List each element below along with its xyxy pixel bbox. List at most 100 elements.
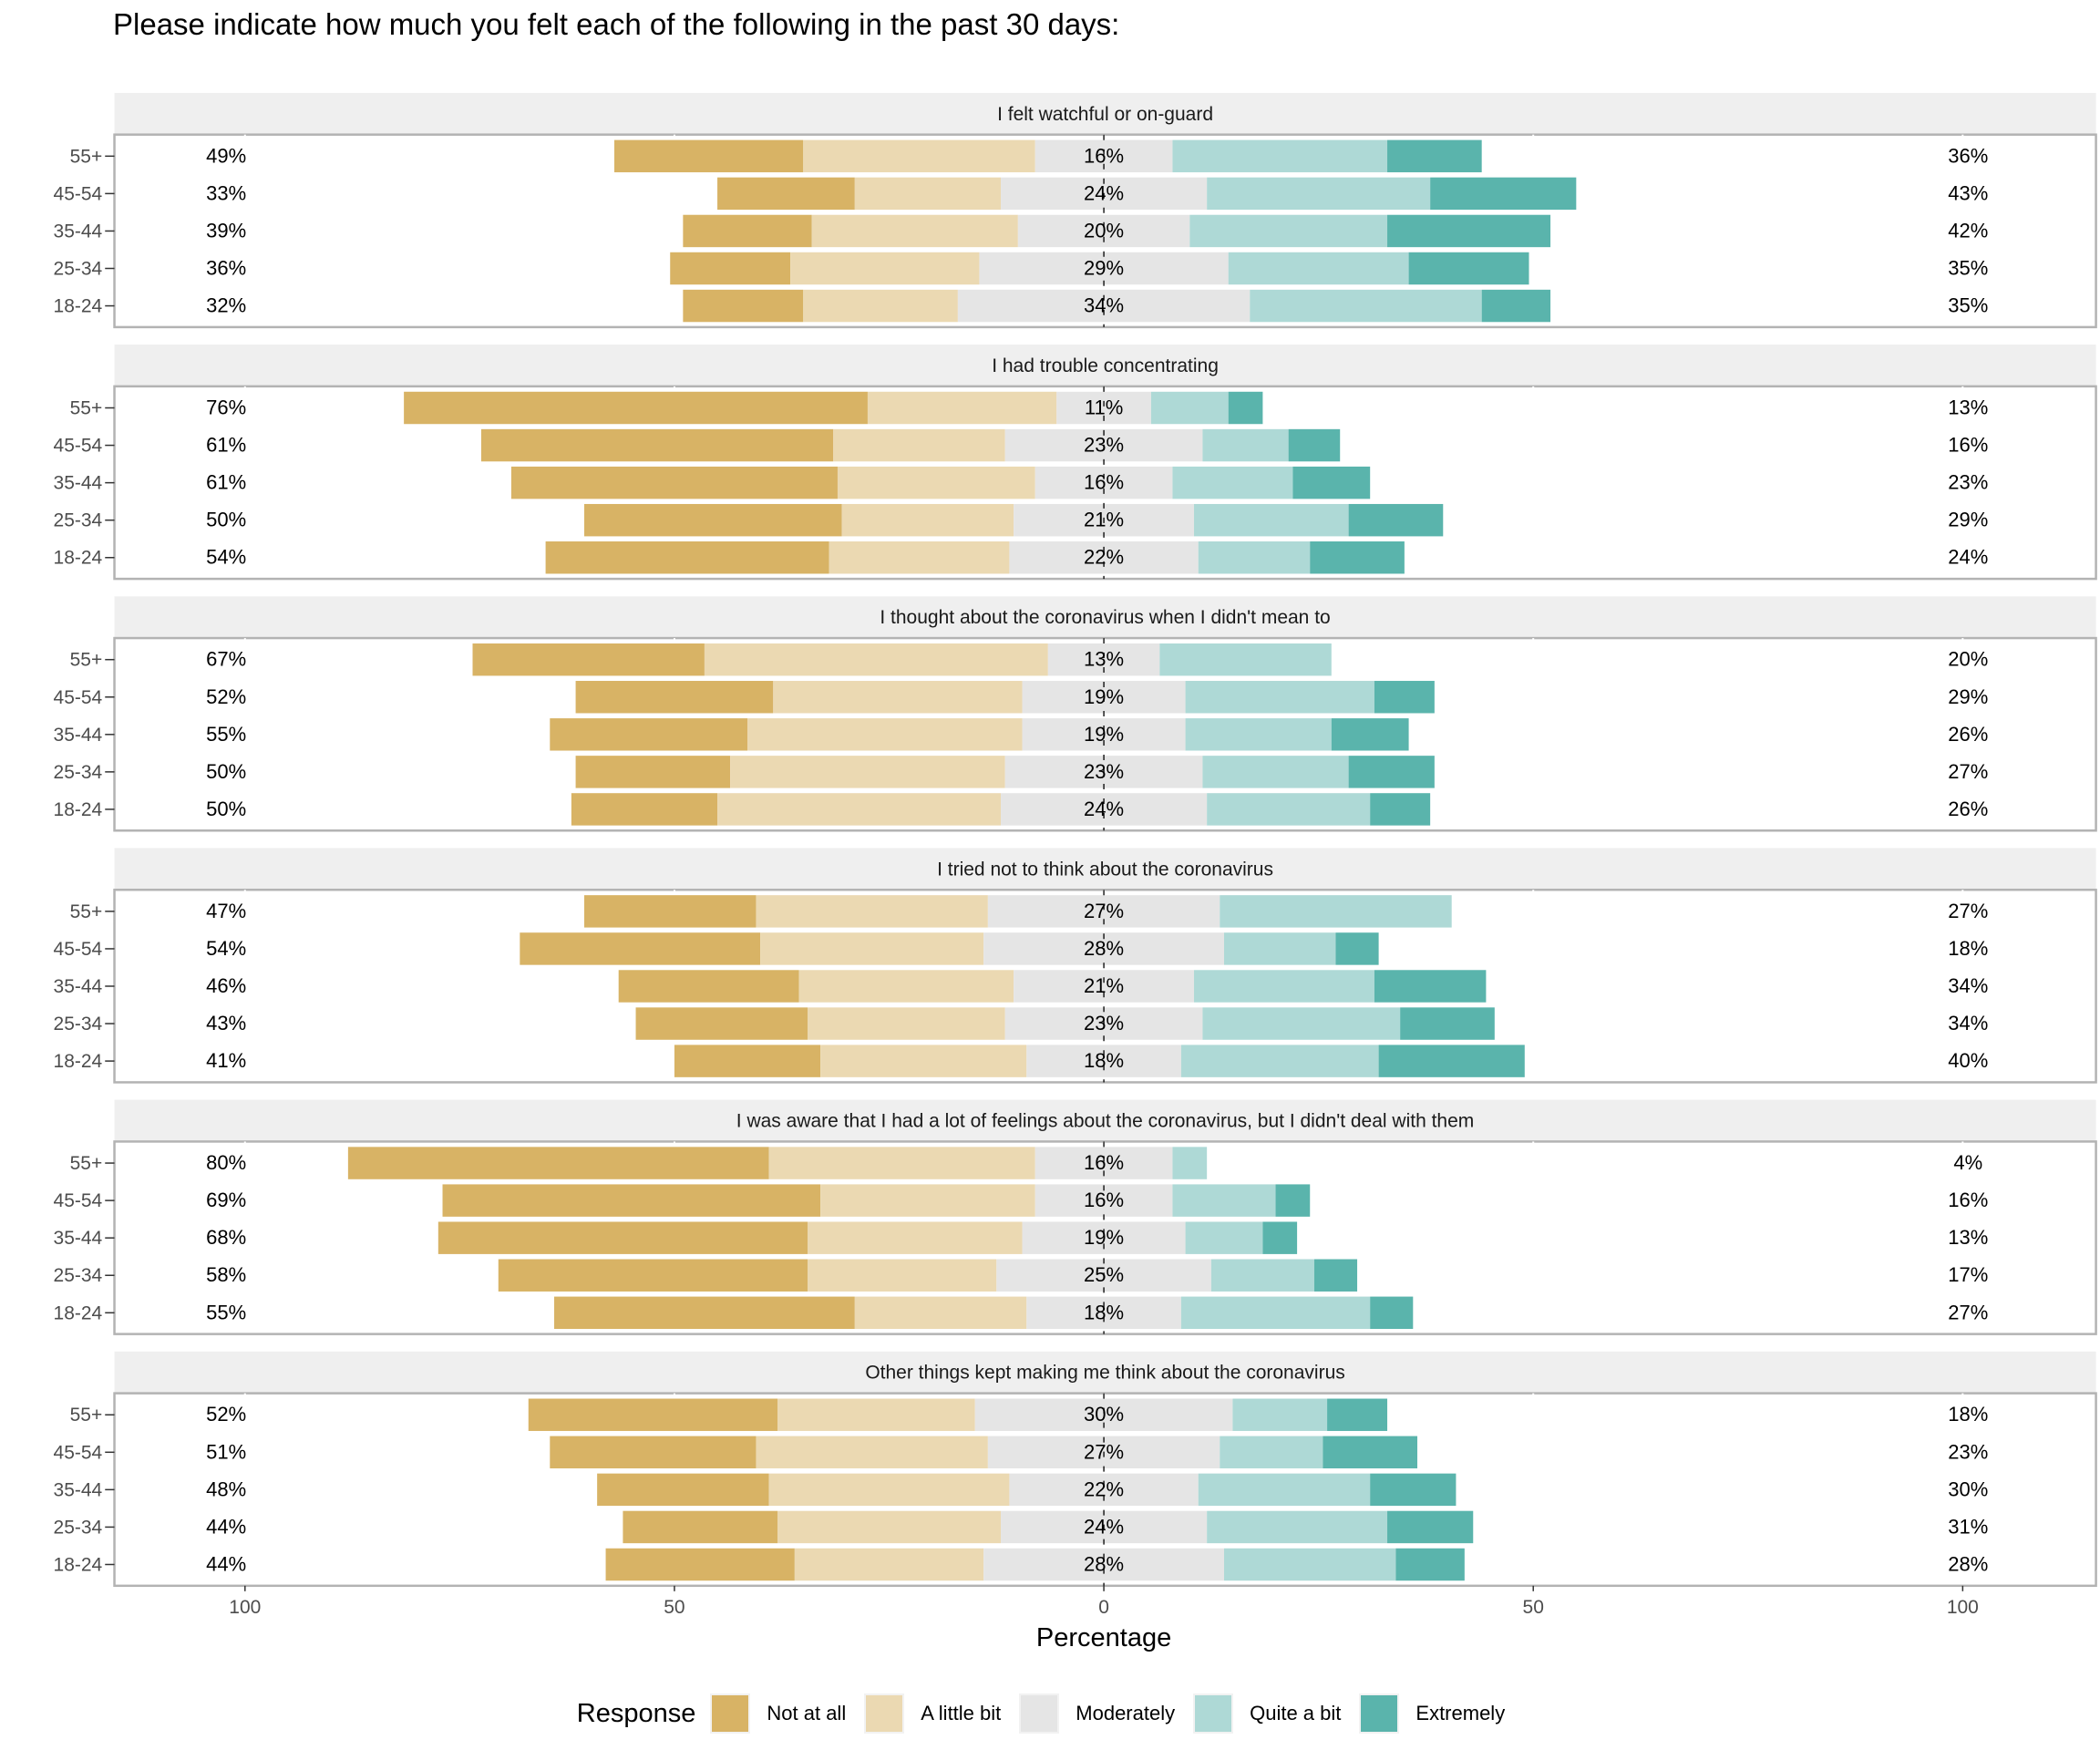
- bar-segment-a-little-bit: [777, 1510, 1002, 1544]
- low-pct-label: 48%: [206, 1477, 246, 1500]
- panel-title: I had trouble concentrating: [992, 355, 1219, 376]
- mid-pct-label: 16%: [1084, 144, 1124, 167]
- bar-segment-extremely: [1262, 1221, 1298, 1254]
- low-pct-label: 76%: [206, 396, 246, 419]
- high-pct-label: 35%: [1948, 256, 1988, 279]
- bar-segment-a-little-bit: [807, 1259, 997, 1292]
- bar-segment-not-at-all: [347, 1147, 769, 1179]
- low-pct-label: 69%: [206, 1189, 246, 1211]
- bar-segment-a-little-bit: [756, 1436, 988, 1469]
- legend-key: [1193, 1693, 1234, 1734]
- high-pct-label: 16%: [1948, 434, 1988, 457]
- bar-segment-quite-a-bit: [1220, 1436, 1323, 1469]
- low-pct-label: 39%: [206, 219, 246, 242]
- low-pct-label: 55%: [206, 723, 246, 746]
- bar-segment-quite-a-bit: [1185, 1221, 1263, 1254]
- bar-segment-not-at-all: [545, 541, 829, 574]
- high-pct-label: 29%: [1948, 509, 1988, 531]
- age-label: 35-44: [54, 1228, 103, 1249]
- bar-segment-quite-a-bit: [1180, 1045, 1379, 1077]
- low-pct-label: 61%: [206, 471, 246, 494]
- high-pct-label: 4%: [1953, 1151, 1982, 1174]
- high-pct-label: 36%: [1948, 144, 1988, 167]
- bar-segment-quite-a-bit: [1223, 932, 1336, 965]
- high-pct-label: 16%: [1948, 1189, 1988, 1211]
- legend-swatch: [1021, 1695, 1058, 1732]
- low-pct-label: 46%: [206, 974, 246, 997]
- age-label: 55+: [70, 398, 103, 419]
- bar-segment-quite-a-bit: [1250, 289, 1482, 323]
- age-label: 55+: [70, 901, 103, 922]
- high-pct-label: 40%: [1948, 1049, 1988, 1072]
- legend-title: Response: [576, 1698, 696, 1728]
- high-pct-label: 30%: [1948, 1477, 1988, 1500]
- bar-segment-a-little-bit: [747, 718, 1023, 751]
- bar-segment-extremely: [1348, 503, 1444, 537]
- high-pct-label: 28%: [1948, 1552, 1988, 1575]
- bar-segment-extremely: [1395, 1548, 1465, 1581]
- high-pct-label: 18%: [1948, 937, 1988, 960]
- bar-segment-quite-a-bit: [1220, 895, 1452, 928]
- legend-swatch: [1195, 1695, 1232, 1732]
- bar-segment-not-at-all: [683, 214, 812, 248]
- bar-segment-quite-a-bit: [1172, 1184, 1276, 1217]
- age-label: 35-44: [54, 1479, 103, 1500]
- bar-segment-a-little-bit: [837, 466, 1035, 499]
- panel-strip: [114, 1351, 2096, 1394]
- bar-segment-a-little-bit: [768, 1473, 1010, 1507]
- mid-pct-label: 11%: [1085, 396, 1123, 419]
- bar-segment-not-at-all: [613, 139, 804, 173]
- bar-segment-a-little-bit: [790, 252, 980, 285]
- bar-segment-extremely: [1378, 1045, 1525, 1077]
- bar-segment-not-at-all: [550, 1436, 757, 1469]
- high-pct-label: 26%: [1948, 798, 1988, 820]
- bar-segment-quite-a-bit: [1185, 681, 1374, 714]
- bar-segment-quite-a-bit: [1202, 428, 1289, 462]
- bar-segment-extremely: [1292, 466, 1371, 499]
- high-pct-label: 42%: [1948, 219, 1988, 242]
- legend-label: Not at all: [767, 1702, 847, 1724]
- bar-segment-extremely: [1370, 1473, 1457, 1507]
- bar-segment-extremely: [1370, 1296, 1414, 1330]
- bar-segment-quite-a-bit: [1207, 177, 1431, 211]
- high-pct-label: 29%: [1948, 685, 1988, 708]
- bar-segment-not-at-all: [670, 252, 791, 285]
- bar-segment-a-little-bit: [854, 1296, 1027, 1330]
- high-pct-label: 17%: [1948, 1263, 1988, 1286]
- bar-segment-not-at-all: [674, 1045, 821, 1077]
- age-label: 45-54: [54, 687, 103, 708]
- bar-segment-extremely: [1430, 177, 1577, 211]
- low-pct-label: 43%: [206, 1012, 246, 1035]
- bar-segment-a-little-bit: [704, 643, 1048, 676]
- low-pct-label: 80%: [206, 1151, 246, 1174]
- high-pct-label: 13%: [1948, 396, 1988, 419]
- panel-strip: [114, 92, 2096, 135]
- low-pct-label: 55%: [206, 1301, 246, 1323]
- bar-segment-a-little-bit: [777, 1398, 975, 1431]
- bar-segment-extremely: [1374, 681, 1435, 714]
- bar-segment-a-little-bit: [798, 970, 1014, 1003]
- bar-segment-a-little-bit: [768, 1147, 1035, 1179]
- bar-segment-not-at-all: [683, 289, 804, 323]
- bar-segment-extremely: [1335, 932, 1379, 965]
- bar-segment-not-at-all: [480, 428, 834, 462]
- legend-label: Quite a bit: [1250, 1702, 1342, 1724]
- bar-segment-extremely: [1481, 289, 1551, 323]
- bar-segment-extremely: [1348, 756, 1435, 788]
- low-pct-label: 36%: [206, 256, 246, 279]
- legend-label: Extremely: [1415, 1702, 1506, 1724]
- bar-segment-extremely: [1323, 1436, 1418, 1469]
- bar-segment-not-at-all: [623, 1510, 778, 1544]
- age-label: 45-54: [54, 436, 103, 457]
- panel-strip: [114, 848, 2096, 890]
- low-pct-label: 67%: [206, 648, 246, 671]
- bar-segment-not-at-all: [438, 1221, 808, 1254]
- high-pct-label: 26%: [1948, 723, 1988, 746]
- low-pct-label: 52%: [206, 1403, 246, 1426]
- low-pct-label: 47%: [206, 900, 246, 922]
- bar-segment-not-at-all: [605, 1548, 795, 1581]
- bar-segment-quite-a-bit: [1228, 252, 1409, 285]
- bar-segment-a-little-bit: [730, 756, 1005, 788]
- age-label: 45-54: [54, 1442, 103, 1463]
- mid-pct-label: 16%: [1084, 1151, 1124, 1174]
